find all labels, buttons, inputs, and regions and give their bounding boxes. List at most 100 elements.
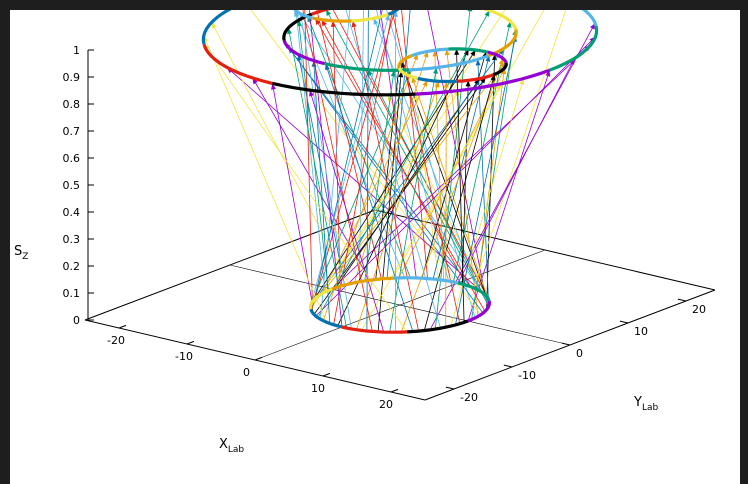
vector-arrow xyxy=(320,10,351,320)
vector-arrow xyxy=(203,35,327,323)
vector-arrow xyxy=(272,83,313,303)
vector-arrow-head xyxy=(393,10,399,17)
z-tick-label: 0.6 xyxy=(63,152,81,165)
vector-arrow-head xyxy=(444,49,450,56)
vector-arrow xyxy=(456,48,465,323)
vector-arrow xyxy=(389,67,437,333)
vector-arrow xyxy=(392,10,545,279)
vector-arrows xyxy=(203,10,596,333)
vector-arrow xyxy=(307,15,411,278)
vector-arrow xyxy=(203,44,408,333)
vector-arrow xyxy=(250,10,482,316)
base-cross-y xyxy=(254,249,546,361)
vector-arrow-head xyxy=(467,10,473,12)
vector-arrow-head xyxy=(470,50,476,57)
top-circle-left-small xyxy=(312,16,352,23)
x-tick xyxy=(186,340,195,345)
vector-arrow xyxy=(331,44,591,290)
top-circle-medium xyxy=(282,39,325,66)
vector-arrow xyxy=(304,10,313,313)
vector-arrow xyxy=(337,49,469,327)
top-circle-medium xyxy=(482,10,518,31)
tick-labels: -20 -10 0 10 20 -20 -10 0 10 20 0 0.1 0.2 0.3 0.4 0.5 0.… xyxy=(63,44,707,411)
z-tick-label: 0.5 xyxy=(63,179,81,192)
z-tick-label: 0.4 xyxy=(63,206,81,219)
vector-arrow xyxy=(322,53,418,321)
vector-arrow xyxy=(316,10,382,279)
vector-arrow xyxy=(391,10,461,324)
top-circle-large xyxy=(201,10,232,45)
vector-arrow xyxy=(308,10,343,328)
vector-arrow-head xyxy=(413,94,419,101)
vector-arrow-head xyxy=(475,59,481,66)
x-tick xyxy=(390,388,399,393)
top-circle-large xyxy=(415,68,551,96)
vector-arrow xyxy=(252,77,371,281)
vector-arrow xyxy=(415,94,439,280)
vector-arrow-head xyxy=(432,50,438,57)
vector-arrow xyxy=(386,10,411,279)
base-ring xyxy=(308,287,333,310)
x-tick-label: -10 xyxy=(175,350,193,363)
top-circle-right-small xyxy=(411,47,449,58)
top-circle-medium xyxy=(409,54,489,72)
y-tick-label: -10 xyxy=(518,369,536,382)
base-ring xyxy=(406,319,469,334)
vector-arrow xyxy=(361,83,502,331)
vector-arrow xyxy=(310,69,411,305)
top-circle-left-small xyxy=(293,10,314,20)
top-circle-left-small xyxy=(351,12,389,23)
vector-arrow xyxy=(321,80,428,294)
vector-arrow xyxy=(353,51,429,283)
vector-arrow xyxy=(429,22,596,331)
vector-arrow-head xyxy=(296,20,302,27)
vector-arrow xyxy=(325,63,414,332)
vector-arrow xyxy=(310,13,390,306)
base-ring xyxy=(467,300,492,323)
base-ring xyxy=(309,308,343,329)
y-tick-label: 20 xyxy=(692,303,706,316)
top-circle-large xyxy=(272,81,416,97)
vector-arrow xyxy=(288,27,347,329)
x-tick xyxy=(322,372,331,377)
vector-arrow-head xyxy=(211,22,217,29)
top-circle-right-small xyxy=(456,73,494,83)
top-circle-right-small xyxy=(448,47,488,54)
top-circle-large xyxy=(581,10,598,27)
y-tick-label: -20 xyxy=(460,391,478,404)
top-circle-right-small xyxy=(486,50,508,64)
top-circle-right-small xyxy=(397,54,413,68)
vector-arrow-head xyxy=(434,81,440,88)
vector-arrow xyxy=(284,42,484,314)
vector-arrow xyxy=(427,10,489,308)
y-tick-label: 10 xyxy=(634,325,648,338)
vector-arrow xyxy=(295,10,326,293)
base-axes xyxy=(84,209,716,401)
z-axis-title: SZ xyxy=(14,244,28,262)
z-tick-label: 1 xyxy=(73,44,80,57)
vector-arrow-head xyxy=(590,23,596,30)
vector-arrow xyxy=(386,10,476,319)
top-circle-right-small xyxy=(492,62,508,77)
vector-arrow-head xyxy=(484,10,490,17)
top-circle-medium xyxy=(311,10,331,16)
base-ring xyxy=(392,276,459,285)
vector-arrow xyxy=(455,35,517,326)
y-tick xyxy=(445,386,455,390)
x-axis-title: XLab xyxy=(219,437,244,455)
vector-arrow xyxy=(457,58,576,284)
trajectory-rings xyxy=(201,10,599,334)
vector-arrow-head xyxy=(465,80,471,87)
y-tick-label: 0 xyxy=(576,347,583,360)
vector-arrow xyxy=(311,10,383,312)
y-axis-title: YLab xyxy=(633,395,658,413)
vector-arrow xyxy=(345,10,441,329)
x-tick-label: 0 xyxy=(243,366,250,379)
vector-arrow xyxy=(294,10,405,278)
top-circle-medium xyxy=(282,12,313,41)
vector-arrow-head xyxy=(422,80,428,87)
vector-arrow xyxy=(476,68,505,290)
vector-arrow xyxy=(434,10,471,330)
vector-arrow xyxy=(477,59,489,300)
z-tick-label: 0.9 xyxy=(63,71,81,84)
